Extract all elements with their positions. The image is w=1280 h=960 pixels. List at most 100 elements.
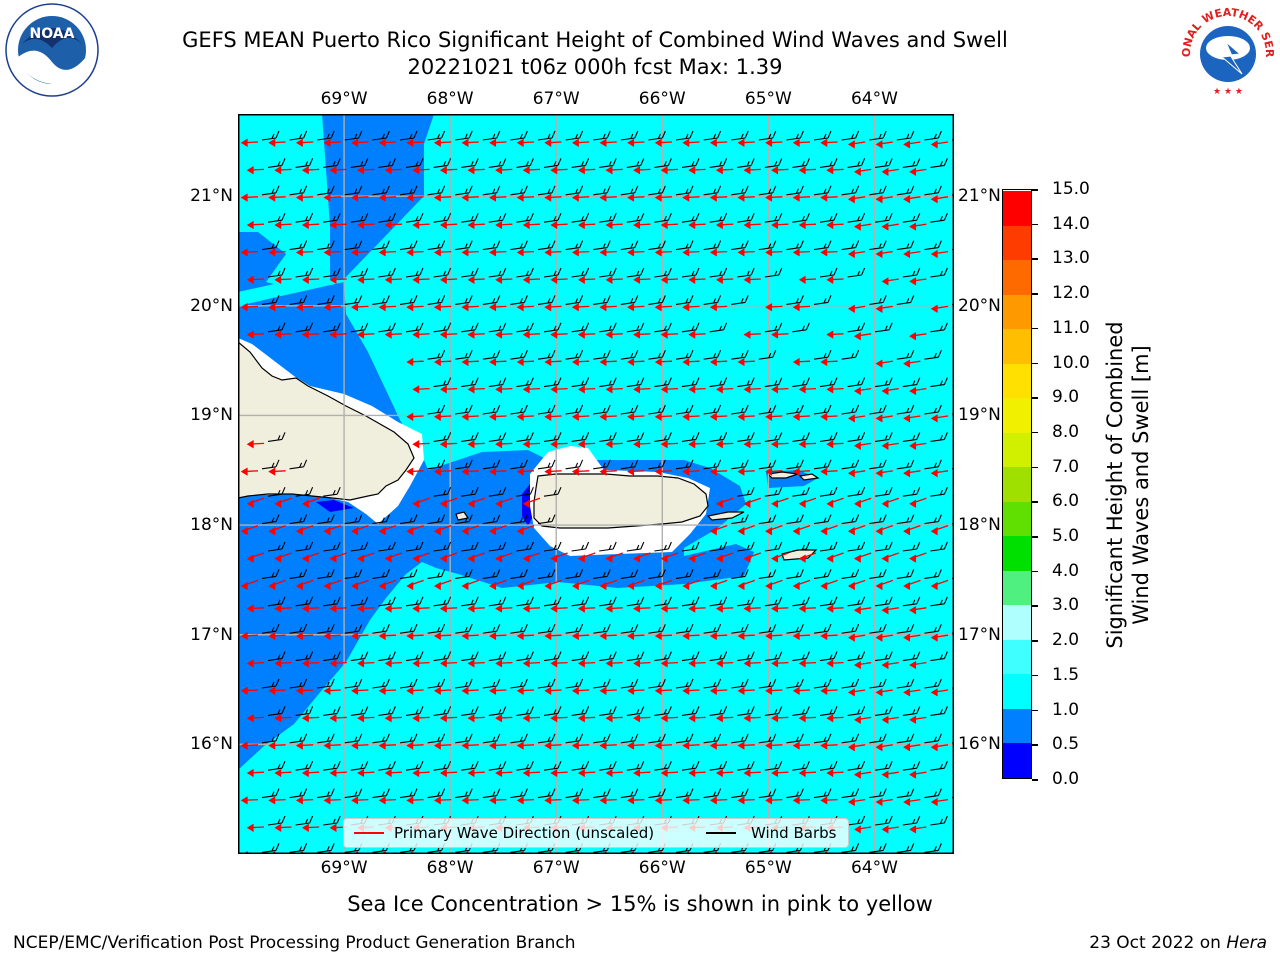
wave-arrow-head [467,385,475,394]
wave-arrow-head [743,604,751,613]
wave-arrow-head [903,797,911,807]
wind-barb [537,240,556,251]
wave-arrow-head [295,686,303,695]
wind-barb [488,377,507,388]
wind-barb [488,541,507,552]
wave-arrow-head [433,248,441,257]
wind-barb [289,843,308,853]
wind-barb [482,130,501,141]
wave-arrow-head [903,249,911,259]
wave-arrow-head [599,796,607,805]
top-lon-tick: 66°W [638,89,686,109]
wave-arrow-head [599,138,607,147]
wave-arrow-head [633,440,641,449]
wave-arrow-head [439,166,447,175]
wind-barb [295,267,314,278]
wave-arrow-head [268,303,276,312]
wind-barb [516,377,534,388]
wind-barb [654,377,672,388]
wave-arrow-head [489,357,497,367]
wave-arrow-head [792,357,800,367]
wind-barb [764,158,783,168]
wave-arrow-head [627,412,635,421]
wave-arrow-head [660,440,668,449]
wave-arrow-head [329,604,337,613]
wind-barb [488,651,507,662]
wind-barb [571,651,590,662]
top-lon-tick: 67°W [532,89,580,109]
wind-barb [433,212,452,223]
wind-barb [482,733,501,744]
wave-arrow-head [301,275,309,284]
wave-arrow-head [771,768,779,778]
wave-arrow-head [268,138,276,147]
wave-arrow-head [660,768,668,778]
wave-arrow-head [909,606,917,615]
wave-arrow-head [771,220,779,230]
wave-arrow-head [323,686,331,695]
wave-arrow-head [571,248,579,257]
wind-barb [405,267,424,278]
wind-barb [681,760,700,771]
wind-barb [731,240,749,251]
wind-barb [565,295,584,305]
wave-arrow-head [461,796,469,805]
wave-arrow-head [743,499,751,508]
wind-barb [737,541,755,552]
wave-arrow-head [433,631,441,641]
wave-arrow-head [274,275,282,284]
wind-barb [599,267,617,278]
wind-barb [819,651,838,662]
wave-arrow-head [323,796,331,805]
wind-barb [847,651,866,662]
wave-arrow-head [329,220,337,230]
wind-barb [510,569,528,579]
wave-arrow-head [268,193,276,202]
wave-arrow-head [633,768,641,778]
wind-barb [626,322,645,333]
wind-barb [593,130,611,141]
wave-arrow-head [660,220,668,230]
wind-barb [648,623,666,634]
wind-barb [841,514,860,525]
wave-arrow-head [351,581,359,591]
wind-barb [626,377,645,388]
footer-date-text: 23 Oct 2022 on [1089,933,1227,953]
wave-arrow-head [433,686,441,695]
colorbar-segment [1003,742,1031,778]
wind-barb [543,760,562,771]
top-lon-tick: 65°W [744,89,792,109]
wind-barb [930,377,948,388]
wind-barb [703,349,722,360]
wave-arrow-head [246,220,254,230]
wave-arrow-head [439,554,447,563]
wind-barb [731,514,749,525]
top-lon-tick: 68°W [426,89,474,109]
wind-barb [896,678,915,689]
wind-barb [681,432,700,442]
left-lat-tick: 20°N [190,295,233,316]
wind-barb [924,130,942,141]
wind-barb [654,432,672,442]
wave-arrow-head [461,631,469,641]
wave-arrow-head [826,385,834,394]
wind-barb [875,322,893,333]
wind-barb [731,678,749,689]
wave-arrow-head [433,138,441,147]
wave-arrow-head [406,796,414,805]
wave-arrow-head [737,686,745,695]
wind-barb [378,322,396,333]
wind-barb [427,514,446,525]
wind-barb [261,788,280,799]
wave-arrow-head [737,741,745,750]
wind-barb [875,596,893,607]
wave-arrow-head [274,604,282,613]
wave-arrow-head [743,714,751,723]
colorbar-segment [1003,432,1031,468]
wind-barb [626,432,645,442]
wave-arrow-head [682,581,690,591]
wave-arrow-head [715,659,723,668]
wind-barb [571,267,590,278]
wave-arrow-head [881,167,889,176]
wind-barb [510,623,528,634]
